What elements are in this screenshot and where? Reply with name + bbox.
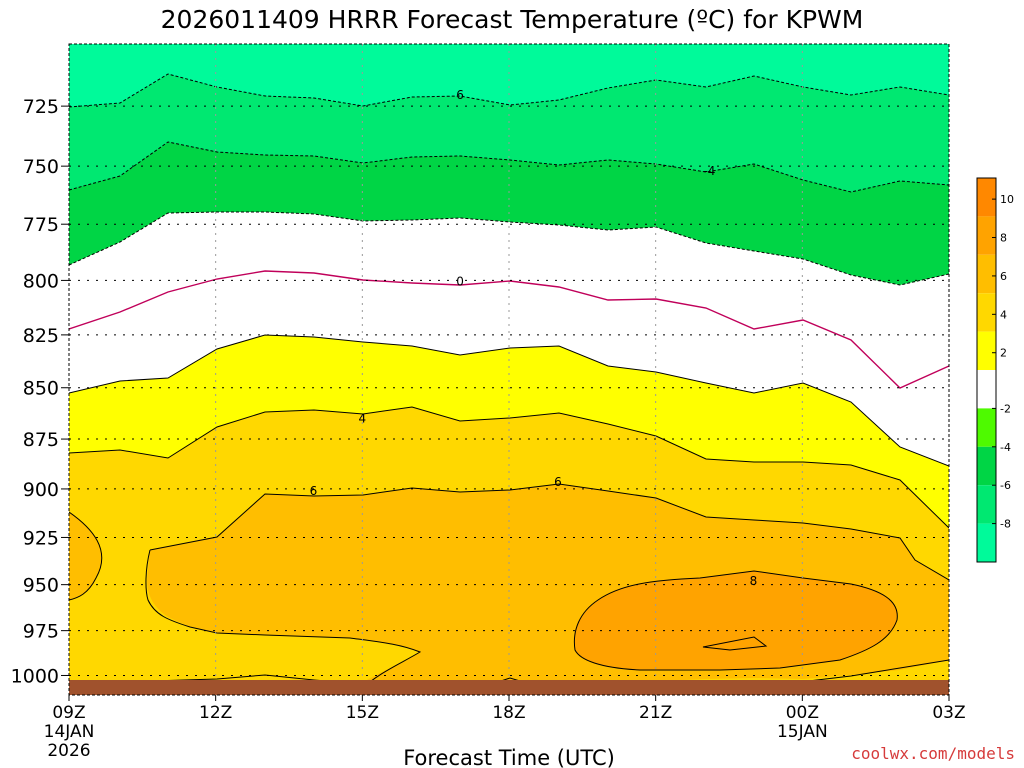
colorbar-swatch--8 [977, 523, 996, 562]
contour-label-6: 8 [750, 574, 758, 588]
y-tick-label-900: 900 [23, 479, 59, 501]
x-tick-label-15Z: 15Z [346, 703, 379, 723]
y-tick-label-1000: 1000 [11, 665, 59, 687]
x-tick-label-12Z: 12Z [199, 703, 232, 723]
x-tick-label-21Z: 21Z [639, 703, 672, 723]
contour-label-5: 6 [310, 484, 318, 498]
y-tick-label-750: 750 [23, 156, 59, 178]
colorbar-swatch-6 [977, 254, 996, 294]
contour-label-2: 0 [456, 275, 464, 289]
contour-line-0 [69, 270, 949, 389]
colorbar-swatch--6 [977, 485, 996, 524]
colorbar-label-4: 4 [1000, 308, 1007, 321]
colorbar-swatch-4 [977, 293, 996, 332]
x-tick-label-03Z: 03Z [932, 703, 965, 723]
colorbar-swatch--2 [977, 408, 996, 447]
colorbar-swatch--4 [977, 446, 996, 486]
contour-label-1: -4 [703, 164, 715, 178]
contour-line-minus6 [69, 73, 949, 108]
contour-line-6-west [69, 511, 103, 601]
colorbar-legend: 10 8 6 4 2 -2 -4 -6 -8 [976, 177, 1014, 563]
colorbar-swatch-0 [977, 370, 996, 409]
colorbar-swatch-10 [977, 178, 996, 217]
colorbar-label-2: 2 [1000, 347, 1007, 360]
contour-labels: 6 -4 0 4 6 6 8 [310, 88, 758, 588]
colorbar-label-8: 8 [1000, 232, 1007, 245]
colorbar-label--8: -8 [1000, 518, 1011, 531]
y-tick-label-950: 950 [23, 575, 59, 597]
colorbar-label-10: 10 [1000, 193, 1014, 206]
x-axis-label: Forecast Time (UTC) [403, 746, 615, 768]
contour-line-minus4 [69, 141, 949, 193]
colorbar-label--2: -2 [1000, 402, 1011, 415]
x-tick-label-00Z: 00Z [786, 703, 819, 723]
y-tick-label-725: 725 [23, 96, 59, 118]
x-tick-label-09Z: 09Z [52, 703, 85, 723]
plot-area [69, 44, 949, 695]
colorbar-label--4: -4 [1000, 441, 1011, 454]
y-axis: 725 750 775 800 825 850 875 900 925 950 975 1000 [11, 96, 69, 687]
fill-level-8 [574, 571, 898, 670]
colorbar-swatch-8 [977, 216, 996, 255]
contour-line-4 [69, 406, 949, 529]
colorbar-frame [976, 177, 997, 563]
colorbar-swatch-2 [977, 331, 996, 370]
contour-line-2 [69, 334, 949, 467]
y-tick-label-850: 850 [23, 378, 59, 400]
x-tick-year-2026: 2026 [47, 741, 90, 761]
fill-level-6 [69, 512, 102, 695]
contour-line-8 [573, 570, 898, 671]
colorbar-label--6: -6 [1000, 479, 1011, 492]
contour-line-6-east [799, 659, 949, 683]
y-tick-label-875: 875 [23, 429, 59, 451]
x-tick-date-15JAN: 15JAN [777, 722, 828, 742]
x-tick-label-18Z: 18Z [492, 703, 525, 723]
contour-line-8-inner [702, 636, 768, 651]
contour-line-6 [149, 483, 949, 581]
chart-title: 2026011409 HRRR Forecast Temperature (ºC… [161, 5, 864, 34]
y-tick-label-975: 975 [23, 621, 59, 643]
y-tick-label-825: 825 [23, 325, 59, 347]
contour-line-minus2 [69, 211, 949, 286]
y-tick-label-925: 925 [23, 527, 59, 549]
x-tick-date-14JAN: 14JAN [44, 722, 95, 742]
ground-surface [69, 680, 949, 695]
contour-label-4: 6 [554, 475, 562, 489]
y-tick-label-775: 775 [23, 214, 59, 236]
y-tick-label-800: 800 [23, 270, 59, 292]
colorbar-label-6: 6 [1000, 270, 1007, 283]
credit-text: coolwx.com/models [851, 744, 1015, 763]
contour-label-3: 4 [359, 412, 367, 426]
contour-label-0: 6 [456, 88, 464, 102]
contour-line-6-lower [145, 549, 422, 691]
